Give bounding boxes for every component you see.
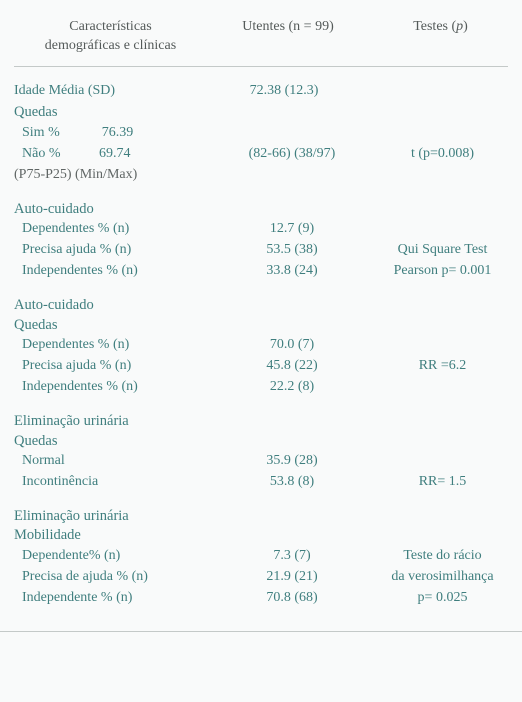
table-header: Características demográficas e clínicas …	[14, 18, 508, 67]
header-col1-line1: Características	[18, 18, 203, 37]
auto2-row-2: Independentes % (n) 22.2 (8)	[14, 377, 508, 398]
auto2-r1-label: Precisa ajuda % (n)	[14, 357, 207, 376]
auto1-r0-test	[377, 220, 508, 239]
auto2-r2-test	[377, 378, 508, 397]
auto1-r2-label: Independentes % (n)	[14, 262, 207, 281]
quedas-nao: Não % 69.74	[14, 145, 207, 164]
urin2-r2-test: p= 0.025	[377, 589, 508, 608]
urin2-r1-test: da verosimilhança	[377, 568, 508, 587]
auto2-r2-val: 22.2 (8)	[207, 378, 377, 397]
idade-test	[369, 82, 508, 101]
auto1-r0-label: Dependentes % (n)	[14, 220, 207, 239]
urin1-r1-test: RR= 1.5	[377, 473, 508, 492]
quedas-title-row: Quedas	[14, 102, 508, 124]
header-col1: Características demográficas e clínicas	[14, 18, 203, 56]
auto1-row-1: Precisa ajuda % (n) 53.5 (38) Qui Square…	[14, 240, 508, 261]
header-testes-suffix: )	[463, 19, 468, 34]
urin2-subtitle: Mobilidade	[14, 526, 508, 546]
quedas-nao-val: 69.74	[99, 146, 131, 161]
urin2-r1-val: 21.9 (21)	[207, 568, 377, 587]
urin1-r1-label: Incontinência	[14, 473, 207, 492]
auto2-r0-val: 70.0 (7)	[207, 336, 377, 355]
auto1-r1-test: Qui Square Test	[377, 241, 508, 260]
urin2-row-2: Independente % (n) 70.8 (68) p= 0.025	[14, 588, 508, 609]
auto2-row-0: Dependentes % (n) 70.0 (7)	[14, 335, 508, 356]
quedas-title: Quedas	[14, 103, 199, 123]
urin2-title: Eliminação urinária	[14, 507, 508, 527]
quedas-p-col2: (82-66) (38/97)	[207, 145, 377, 164]
header-col2: Utentes (n = 99)	[203, 18, 373, 56]
urin1-r0-test	[377, 452, 508, 471]
auto1-title: Auto-cuidado	[14, 200, 508, 220]
quedas-sim-row: Sim % 76.39	[14, 123, 508, 144]
auto2-r0-label: Dependentes % (n)	[14, 336, 207, 355]
quedas-sim-val: 76.39	[102, 125, 134, 140]
idade-value: 72.38 (12.3)	[199, 82, 369, 101]
urin2-r2-val: 70.8 (68)	[207, 589, 377, 608]
urin1-r0-label: Normal	[14, 452, 207, 471]
urin2-row-1: Precisa de ajuda % (n) 21.9 (21) da vero…	[14, 567, 508, 588]
quedas-p-row: (P75-P25) (Min/Max)	[14, 165, 508, 186]
auto1-row-0: Dependentes % (n) 12.7 (9)	[14, 219, 508, 240]
urin2-r1-label: Precisa de ajuda % (n)	[14, 568, 207, 587]
urin1-row-1: Incontinência 53.8 (8) RR= 1.5	[14, 472, 508, 493]
quedas-nao-row: Não % 69.74 (82-66) (38/97) t (p=0.008)	[14, 144, 508, 165]
idade-label: Idade Média (SD)	[14, 82, 199, 101]
auto2-r0-test	[377, 336, 508, 355]
auto2-r1-val: 45.8 (22)	[207, 357, 377, 376]
urin2-row-0: Dependente% (n) 7.3 (7) Teste do rácio	[14, 546, 508, 567]
table-container: Características demográficas e clínicas …	[0, 0, 522, 632]
auto1-row-2: Independentes % (n) 33.8 (24) Pearson p=…	[14, 261, 508, 282]
urin2-r2-label: Independente % (n)	[14, 589, 207, 608]
header-col3: Testes (p)	[373, 18, 508, 56]
urin1-subtitle: Quedas	[14, 432, 508, 452]
urin2-r0-test: Teste do rácio	[377, 547, 508, 566]
quedas-sim: Sim % 76.39	[14, 124, 207, 143]
header-col1-line2: demográficas e clínicas	[18, 37, 203, 56]
auto1-r2-test: Pearson p= 0.001	[377, 262, 508, 281]
quedas-p-col3: t (p=0.008)	[377, 145, 508, 164]
urin1-row-0: Normal 35.9 (28)	[14, 451, 508, 472]
auto1-r1-label: Precisa ajuda % (n)	[14, 241, 207, 260]
auto2-title: Auto-cuidado	[14, 296, 508, 316]
urin1-r0-val: 35.9 (28)	[207, 452, 377, 471]
urin1-r1-val: 53.8 (8)	[207, 473, 377, 492]
auto1-r2-val: 33.8 (24)	[207, 262, 377, 281]
auto1-r0-val: 12.7 (9)	[207, 220, 377, 239]
row-idade: Idade Média (SD) 72.38 (12.3)	[14, 81, 508, 102]
urin1-title: Eliminação urinária	[14, 412, 508, 432]
auto2-r1-test: RR =6.2	[377, 357, 508, 376]
auto2-r2-label: Independentes % (n)	[14, 378, 207, 397]
urin2-r0-label: Dependente% (n)	[14, 547, 207, 566]
urin2-r0-val: 7.3 (7)	[207, 547, 377, 566]
auto2-row-1: Precisa ajuda % (n) 45.8 (22) RR =6.2	[14, 356, 508, 377]
quedas-p-col1: (P75-P25) (Min/Max)	[14, 166, 199, 185]
header-testes-prefix: Testes (	[413, 19, 456, 34]
quedas-sim-label: Sim %	[22, 125, 60, 140]
quedas-nao-label: Não %	[22, 146, 61, 161]
auto1-r1-val: 53.5 (38)	[207, 241, 377, 260]
auto2-subtitle: Quedas	[14, 316, 508, 336]
